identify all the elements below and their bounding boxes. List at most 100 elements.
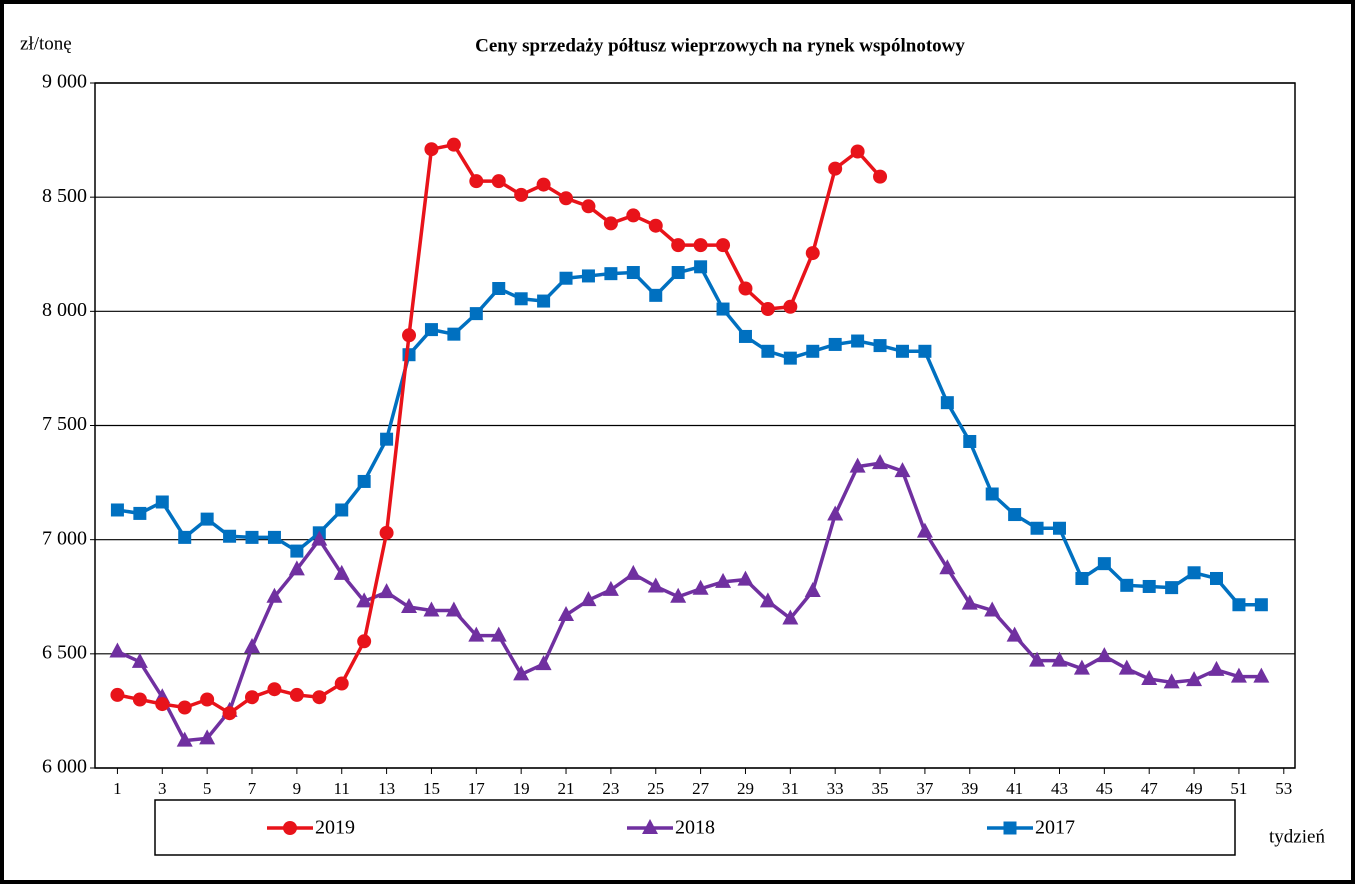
y-tick-label: 6 500 [42, 641, 87, 663]
marker [490, 626, 507, 642]
marker [312, 690, 327, 705]
marker [1006, 626, 1023, 642]
marker [536, 177, 551, 192]
x-tick-label: 11 [334, 779, 350, 798]
marker [1120, 578, 1134, 592]
x-tick-label: 27 [692, 779, 710, 798]
marker [761, 344, 775, 358]
marker [715, 572, 732, 588]
marker [805, 246, 820, 261]
x-axis-label: tydzień [1269, 826, 1325, 847]
x-tick-label: 1 [113, 779, 122, 798]
legend-label: 2018 [675, 817, 715, 839]
marker [580, 591, 597, 607]
marker [334, 676, 349, 691]
marker [694, 260, 708, 274]
marker [782, 609, 799, 625]
x-tick-label: 9 [293, 779, 302, 798]
marker [692, 579, 709, 595]
x-tick-label: 19 [513, 779, 530, 798]
marker [109, 642, 126, 658]
marker [492, 282, 506, 295]
series-line [116, 461, 1262, 743]
legend-label: 2019 [315, 817, 355, 839]
marker [1142, 579, 1156, 593]
x-tick-label: 51 [1230, 779, 1247, 798]
series-line [117, 264, 1262, 607]
marker [290, 544, 304, 558]
marker [918, 344, 932, 358]
marker [223, 529, 237, 543]
marker [604, 267, 618, 281]
chart-title: Ceny sprzedaży półtusz wieprzowych na ry… [475, 35, 965, 56]
marker [1052, 521, 1066, 535]
marker [402, 328, 417, 343]
marker [335, 503, 349, 517]
marker [872, 454, 889, 470]
marker [1187, 566, 1201, 580]
marker [514, 292, 528, 306]
marker [626, 208, 641, 223]
marker [199, 729, 216, 745]
marker [1253, 667, 1270, 683]
marker [200, 512, 214, 526]
marker [267, 682, 282, 697]
marker [357, 474, 371, 488]
marker [178, 530, 192, 544]
marker [133, 506, 147, 520]
marker [895, 344, 909, 358]
marker [626, 266, 640, 280]
marker [1118, 659, 1135, 675]
marker [176, 731, 193, 747]
marker [200, 692, 215, 707]
legend-marker [1003, 821, 1017, 835]
x-tick-label: 7 [248, 779, 257, 798]
marker [110, 687, 125, 702]
x-tick-label: 21 [558, 779, 575, 798]
y-tick-label: 8 000 [42, 299, 87, 321]
x-tick-label: 33 [827, 779, 844, 798]
marker [648, 218, 663, 233]
marker [716, 238, 731, 253]
marker [984, 601, 1001, 617]
marker [1051, 651, 1068, 667]
y-tick-label: 7 500 [42, 413, 87, 435]
x-tick-label: 15 [423, 779, 440, 798]
legend-marker [283, 821, 297, 835]
marker [671, 266, 685, 280]
x-tick-label: 45 [1096, 779, 1113, 798]
marker [379, 525, 394, 540]
marker [1254, 598, 1268, 612]
x-tick-label: 23 [602, 779, 619, 798]
marker [356, 592, 373, 608]
marker [245, 530, 259, 544]
marker [535, 655, 552, 671]
marker [177, 700, 192, 715]
y-tick-label: 8 500 [42, 185, 87, 207]
y-tick-label: 9 000 [42, 71, 87, 93]
marker [760, 302, 775, 317]
y-tick-label: 6 000 [42, 756, 87, 778]
marker [716, 302, 730, 316]
x-tick-label: 53 [1275, 779, 1292, 798]
marker [469, 307, 483, 321]
marker [783, 351, 797, 365]
y-axis-label: zł/tonę [20, 33, 72, 54]
marker [423, 601, 440, 617]
marker [1073, 659, 1090, 675]
legend-box [154, 799, 1236, 856]
marker [603, 216, 618, 231]
marker [828, 161, 843, 176]
marker [602, 580, 619, 596]
marker [558, 606, 575, 622]
marker [469, 174, 484, 189]
marker [894, 462, 911, 478]
marker [424, 142, 439, 157]
x-tick-label: 49 [1186, 779, 1203, 798]
marker [828, 337, 842, 351]
marker [581, 199, 596, 214]
marker [468, 626, 485, 642]
marker [244, 637, 261, 653]
marker [849, 457, 866, 473]
